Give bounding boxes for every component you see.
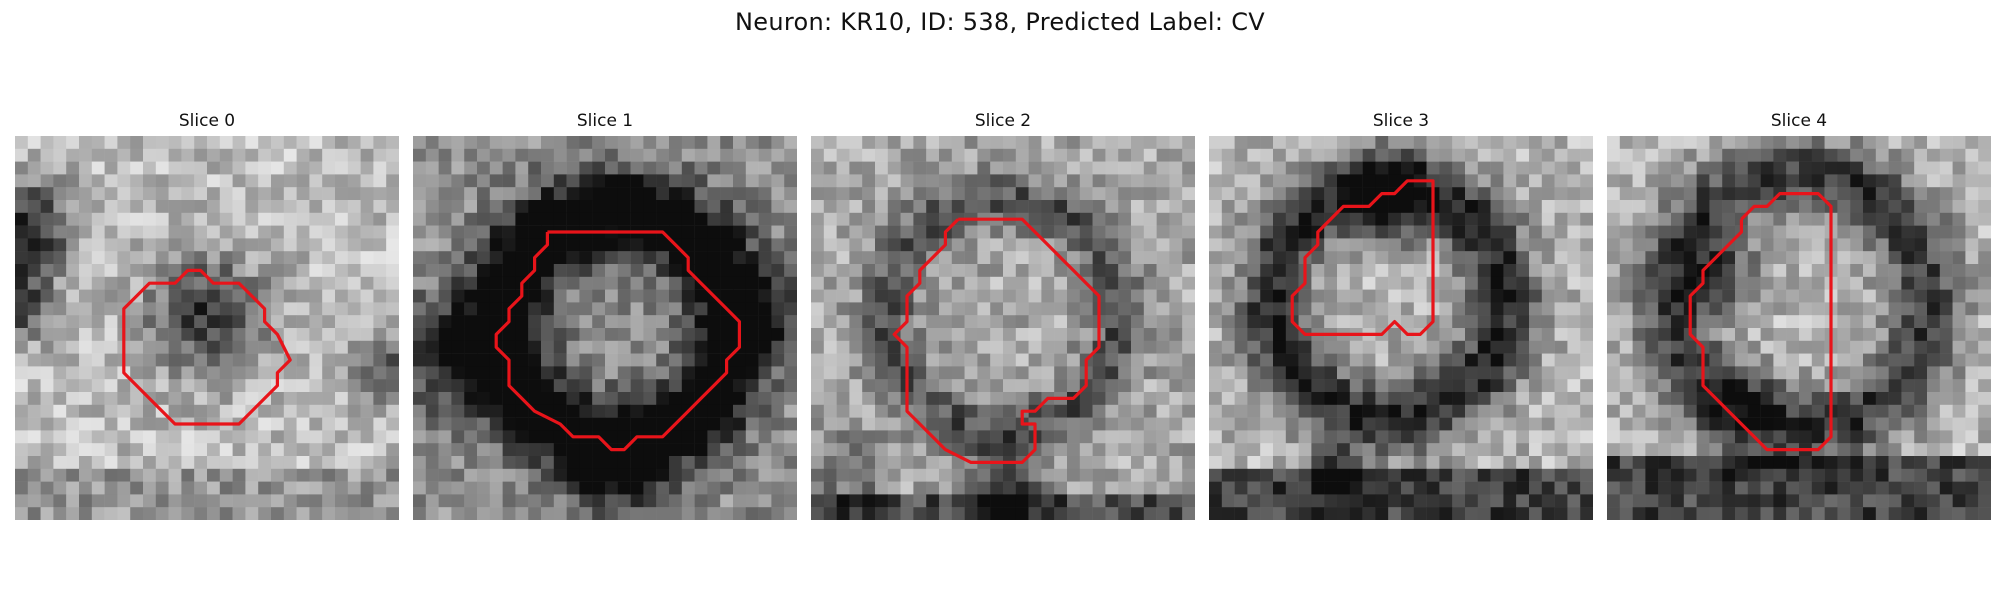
slice-panel-3: Slice 3 [1209,108,1593,520]
roi-contour [1290,179,1435,336]
roi-contour [122,268,292,426]
slice-panel-0: Slice 0 [15,108,399,520]
slice-title: Slice 4 [1770,111,1828,131]
slice-title: Slice 3 [1372,111,1430,131]
slice-image [1209,136,1593,520]
roi-contour [1688,192,1833,452]
slice-image [413,136,797,520]
slice-title: Slice 1 [576,111,634,131]
roi-contour [494,230,742,452]
slice-title: Slice 2 [974,111,1032,131]
slice-panel-1: Slice 1 [413,108,797,520]
slice-panel-2: Slice 2 [811,108,1195,520]
slice-image [1607,136,1991,520]
slice-panel-4: Slice 4 [1607,108,1991,520]
slice-image [15,136,399,520]
slice-image [811,136,1195,520]
roi-contour [892,217,1101,465]
slice-title: Slice 0 [178,111,236,131]
figure-title: Neuron: KR10, ID: 538, Predicted Label: … [735,8,1265,36]
